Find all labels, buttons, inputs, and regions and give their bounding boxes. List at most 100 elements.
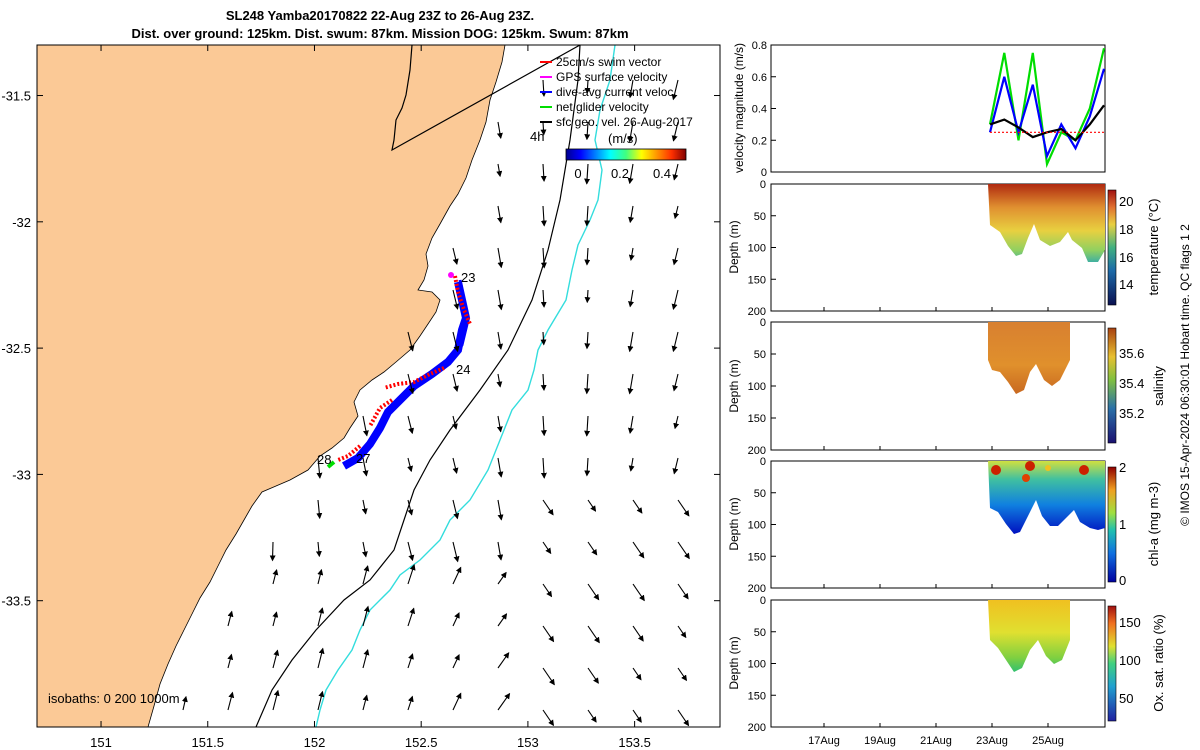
chla-hotspot	[1079, 465, 1089, 475]
velocity-arrow	[542, 541, 552, 555]
section-ytick-label: 100	[748, 520, 766, 532]
chla-cbar-tick-1: 1	[1119, 517, 1126, 532]
velocity-arrow	[407, 457, 413, 473]
speed-colorbar-tick-0: 0	[574, 166, 581, 181]
velocity-arrow	[362, 694, 369, 711]
velocity-arrow	[632, 541, 645, 559]
velocity-arrow	[677, 709, 690, 727]
temperature-ylabel: Depth (m)	[727, 220, 741, 273]
day-label-28: 28	[317, 452, 331, 467]
velocity-arrow	[627, 331, 634, 353]
copyright-note: © IMOS 15-Apr-2024 06:30:01 Hobart time.…	[1178, 224, 1192, 526]
velocity-arrow	[671, 289, 679, 311]
section-ytick-label: 200	[748, 583, 766, 595]
velocity-arrow	[362, 648, 370, 669]
velocity-arrow	[627, 415, 634, 435]
section-xtick-label: 25Aug	[1032, 735, 1064, 747]
velocity-arrow	[227, 653, 234, 669]
velocity-arrow	[272, 689, 280, 711]
velocity-arrow	[452, 331, 460, 353]
salinity-panel: 35.6 35.4 35.2 salinity Depth (m)	[727, 321, 1166, 451]
chla-hotspot	[991, 465, 1001, 475]
velocity-arrow	[362, 457, 369, 477]
velocity-arrow	[587, 499, 597, 512]
velocity-arrow	[628, 289, 634, 308]
velocity-arrow	[632, 583, 645, 602]
legend-label-net: net glider velocity	[556, 100, 649, 114]
legend-label-dive-avg: dive-avg current veloc.	[556, 85, 677, 99]
map-xtick-label: 152	[304, 735, 326, 750]
velocity-arrow	[362, 565, 370, 585]
day-label-24: 24	[456, 362, 470, 377]
legend-label-geo: sfc geo. vel. 26-Aug-2017	[556, 115, 693, 129]
legend-label-swim: 25cm/s swim vector	[556, 55, 661, 69]
velocity-ytick-label: 0.6	[752, 72, 767, 84]
section-xtick-label: 21Aug	[920, 735, 952, 747]
velocity-arrow	[677, 499, 690, 517]
velocity-arrow	[672, 247, 679, 266]
velocity-arrow	[632, 667, 642, 681]
speed-colorbar-tick-1: 0.2	[611, 166, 629, 181]
velocity-arrow	[407, 607, 416, 627]
coastline-land	[37, 45, 506, 727]
velocity-arrow	[497, 613, 508, 627]
velocity-arrow	[542, 625, 555, 643]
temperature-colorbar	[1107, 189, 1117, 306]
salinity-colorbar	[1107, 327, 1117, 444]
velocity-arrow	[407, 415, 415, 435]
map-ytick-label: -31.5	[1, 89, 31, 104]
speed-colorbar-bar	[565, 148, 687, 161]
velocity-arrow	[542, 709, 555, 727]
velocity-arrow	[628, 205, 635, 224]
velocity-arrow	[584, 205, 591, 227]
velocity-arrow	[497, 331, 504, 350]
velocity-arrow	[497, 247, 504, 269]
velocity-arrow	[316, 457, 323, 479]
velocity-arrow	[497, 571, 507, 585]
velocity-arrow	[407, 373, 415, 395]
velocity-arrow	[632, 709, 642, 723]
map-xtick-label: 151.5	[191, 735, 224, 750]
velocity-arrow	[673, 415, 680, 430]
velocity-ytick-label: 0	[761, 167, 767, 179]
time-scale-label: 4h	[530, 129, 544, 144]
velocity-arrow	[627, 121, 634, 143]
velocity-arrow	[628, 457, 635, 472]
temperature-cbar-label: temperature (°C)	[1146, 199, 1161, 296]
section-ytick-label: 50	[754, 211, 766, 223]
map-xtick-label: 153.5	[618, 735, 651, 750]
section-ytick-label: 150	[748, 413, 766, 425]
chla-cbar-tick-0: 0	[1119, 573, 1126, 588]
velocity-arrow	[587, 541, 598, 556]
oxygen-cbar-tick-50: 50	[1119, 691, 1133, 706]
velocity-arrow	[540, 79, 547, 97]
chart-title-line1: SL248 Yamba20170822 22-Aug 23Z to 26-Aug…	[225, 8, 535, 23]
section-xtick-label: 23Aug	[976, 735, 1008, 747]
temperature-cbar-tick-16: 16	[1119, 250, 1133, 265]
section-xtick-label: 17Aug	[808, 735, 840, 747]
section-ytick-label: 100	[748, 381, 766, 393]
oxygen-colorbar	[1107, 605, 1117, 722]
section-ytick-label: 0	[760, 179, 766, 191]
velocity-arrow	[540, 163, 547, 182]
velocity-arrow	[496, 121, 503, 140]
map-panel: 151 151.5 152 152.5 153 153.5 -31.5 -32 -32.5 -33…	[1, 44, 721, 750]
velocity-arrow	[452, 692, 462, 711]
velocity-series-line	[988, 47, 1106, 169]
velocity-arrow	[407, 564, 416, 585]
velocity-arrow	[542, 499, 554, 516]
oxygen-panel: 150 100 50 Ox. sat. ratio (%) Depth (m)	[727, 599, 1166, 728]
velocity-arrow	[407, 541, 415, 562]
velocity-arrow	[677, 583, 689, 600]
isobath-label: isobaths: 0 200 1000m	[48, 691, 180, 706]
velocity-arrow	[317, 607, 325, 627]
salinity-cbar-label: salinity	[1151, 366, 1166, 406]
section-xtick-label: 19Aug	[864, 735, 896, 747]
chla-cbar-tick-2: 2	[1119, 460, 1126, 475]
velocity-arrow	[452, 289, 460, 310]
isobath-1000m	[315, 45, 616, 727]
velocity-arrow	[361, 541, 368, 558]
section-ytick-label: 50	[754, 488, 766, 500]
velocity-arrow	[497, 499, 504, 521]
